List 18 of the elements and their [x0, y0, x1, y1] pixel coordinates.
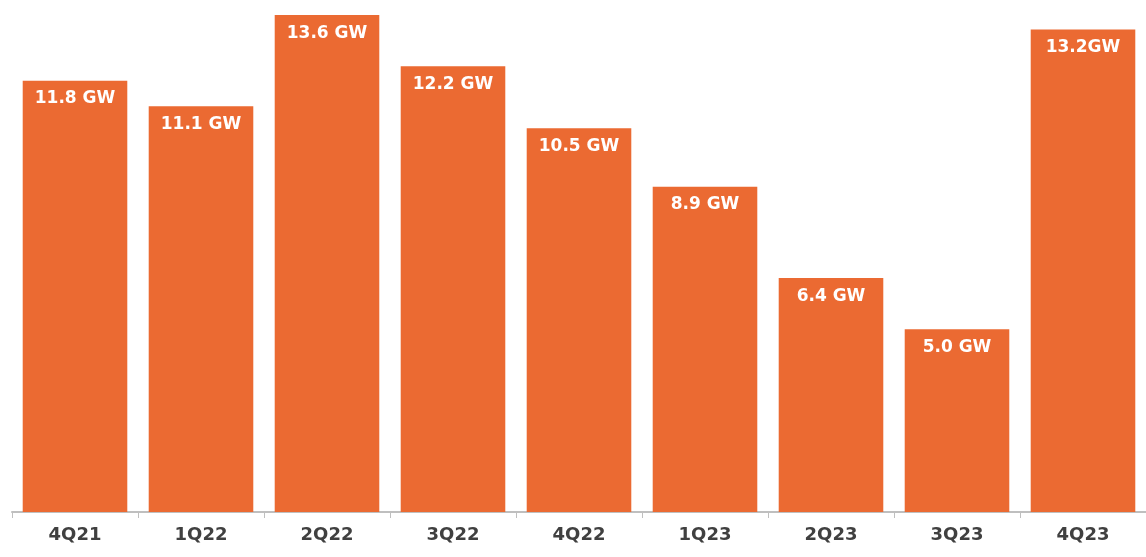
- data-label: 13.6 GW: [286, 21, 368, 42]
- data-label: 5.0 GW: [922, 335, 992, 356]
- data-label: 11.8 GW: [34, 87, 116, 108]
- data-label: 12.2 GW: [412, 72, 494, 93]
- x-tick-label: 1Q22: [174, 522, 228, 544]
- x-tick-label: 4Q23: [1056, 522, 1110, 544]
- x-tick-label: 2Q23: [804, 522, 858, 544]
- x-tick-label: 3Q23: [930, 522, 984, 544]
- x-tick-label: 2Q22: [300, 522, 354, 544]
- x-tick-label: 3Q22: [426, 522, 480, 544]
- x-tick-label: 1Q23: [678, 522, 732, 544]
- data-label: 13.2GW: [1045, 36, 1121, 57]
- data-label: 6.4 GW: [796, 284, 866, 305]
- x-tick-label: 4Q21: [48, 522, 102, 544]
- x-tick-label: 4Q22: [552, 522, 606, 544]
- data-label: 10.5 GW: [538, 134, 620, 155]
- data-label: 11.1 GW: [160, 112, 242, 133]
- data-label: 8.9 GW: [670, 193, 740, 214]
